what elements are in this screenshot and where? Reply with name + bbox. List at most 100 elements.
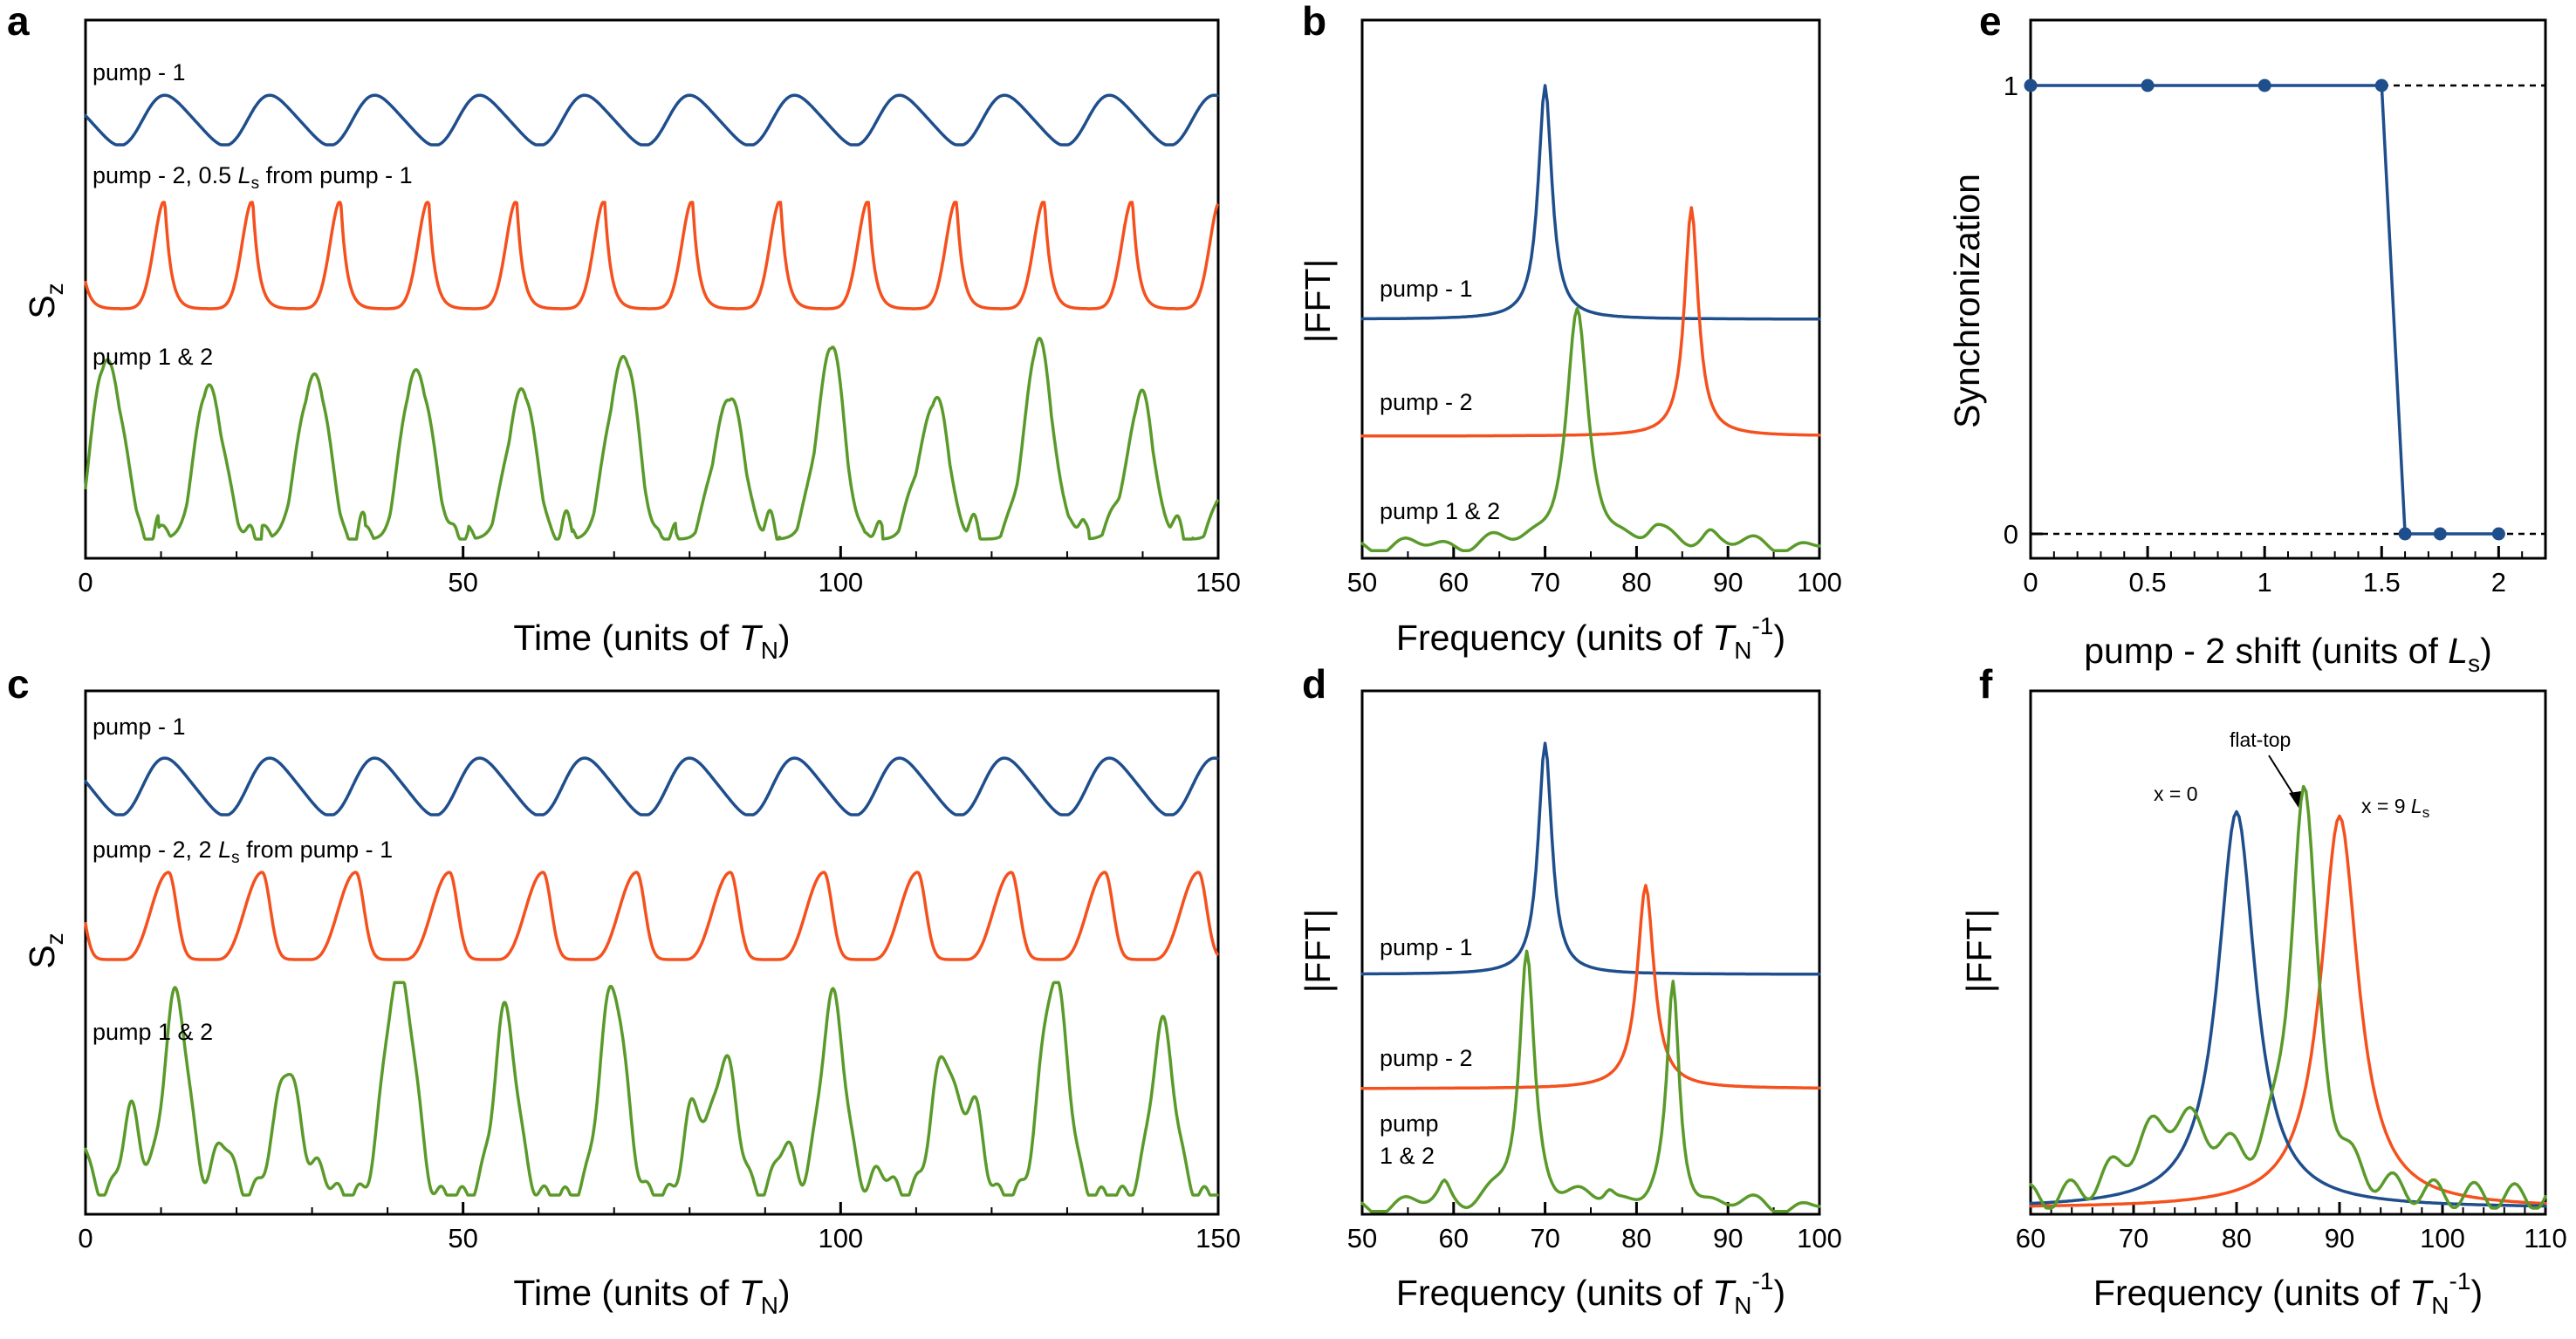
panel-e-xtick-label-1.5: 1.5 — [2363, 567, 2401, 598]
panel-e-point-6 — [2491, 527, 2505, 541]
panel-b-letter: b — [1302, 0, 1326, 44]
panel-e-ylabel: Synchronization — [1947, 174, 1987, 428]
panel-f-annot-x0: x = 0 — [2154, 782, 2198, 805]
panel-d-letter: d — [1302, 661, 1326, 707]
panel-d-ylabel: |FFT| — [1298, 909, 1338, 993]
panel-d-series-3 — [1360, 949, 1821, 1213]
panel-d-xtick-label-80: 80 — [1621, 1223, 1651, 1254]
panel-a-xtick-label-150: 150 — [1196, 567, 1241, 598]
panel-f-lines — [2029, 784, 2547, 1210]
panel-d-xtick-label-100: 100 — [1797, 1223, 1842, 1254]
panel-c-series-3 — [84, 980, 1219, 1197]
panel-f-arrow-head — [2289, 791, 2301, 808]
panel-e-xtick-label-2: 2 — [2491, 567, 2506, 598]
panel-c-series-1 — [84, 756, 1219, 816]
panel-d-xtick-label-90: 90 — [1713, 1223, 1743, 1254]
panel-e-point-3 — [2374, 79, 2388, 92]
panel-f-xlabel: Frequency (units of TN-1) — [2093, 1267, 2483, 1319]
panel-a-label-pump12: pump 1 & 2 — [92, 344, 213, 370]
panel-f-xtick-label-100: 100 — [2420, 1223, 2465, 1254]
panel-e-point-0 — [2024, 79, 2038, 92]
panel-d: d 50 60 70 80 90 100 pump - 1 pump - 2 pump 1… — [1298, 661, 1842, 1319]
panel-b-xticks: 50 60 70 80 90 100 — [1347, 546, 1842, 598]
panel-b-label-pump12: pump 1 & 2 — [1380, 498, 1500, 524]
panel-a-series-3 — [84, 337, 1219, 541]
panel-b-xtick-label-60: 60 — [1439, 567, 1469, 598]
panel-a-ylabel: Sz — [22, 283, 68, 318]
panel-d-lines — [1360, 741, 1821, 1213]
panel-f-xtick-label-80: 80 — [2222, 1223, 2251, 1254]
panel-c-xlabel: Time (units of TN) — [513, 1273, 790, 1319]
panel-c-xtick-label-50: 50 — [448, 1223, 477, 1254]
panel-f-frame — [2029, 689, 2547, 1216]
panel-d-xtick-label-50: 50 — [1347, 1223, 1377, 1254]
panel-e-ytick-label-1: 1 — [2004, 71, 2018, 101]
panel-a-label-pump1: pump - 1 — [92, 59, 186, 85]
panel-e-lines — [2024, 79, 2545, 541]
panel-c-letter: c — [7, 661, 30, 707]
panel-f-xticks: 60 70 80 90 100 110 — [2016, 1202, 2567, 1254]
panel-a-letter: a — [7, 0, 30, 44]
panel-b-xtick-label-100: 100 — [1797, 567, 1842, 598]
panel-a-label-pump2: pump - 2, 0.5 Ls from pump - 1 — [92, 162, 413, 193]
panel-f-ylabel: |FFT| — [1959, 909, 1999, 993]
panel-a-xtick-label-0: 0 — [78, 567, 92, 598]
panel-b-label-pump2: pump - 2 — [1380, 389, 1473, 415]
panel-e-xtick-label-0.5: 0.5 — [2129, 567, 2167, 598]
panel-c-series-2 — [84, 871, 1219, 961]
panel-b-xtick-label-50: 50 — [1347, 567, 1377, 598]
panel-f-series-red — [2029, 814, 2547, 1208]
panel-c-ylabel: Sz — [22, 933, 68, 968]
panel-a-xtick-label-50: 50 — [448, 567, 477, 598]
panel-e-point-5 — [2433, 527, 2447, 541]
panel-b-series-1 — [1360, 84, 1821, 321]
panel-d-label-pump12-line2: 1 & 2 — [1380, 1143, 1435, 1169]
panel-b-ylabel: |FFT| — [1298, 259, 1338, 343]
panel-d-xticks: 50 60 70 80 90 100 — [1347, 1202, 1842, 1254]
panel-e-point-4 — [2398, 527, 2412, 541]
panel-c-label-pump2: pump - 2, 2 Ls from pump - 1 — [92, 837, 393, 867]
panel-b-lines — [1360, 84, 1821, 552]
panel-b-xtick-label-80: 80 — [1621, 567, 1651, 598]
panel-b-xtick-label-70: 70 — [1530, 567, 1559, 598]
panel-c-xtick-label-150: 150 — [1196, 1223, 1241, 1254]
panel-e-ytick-label-0: 0 — [2004, 519, 2018, 550]
panel-a-xticks: 0 50 100 150 — [78, 546, 1241, 598]
panel-a-frame — [84, 18, 1220, 560]
panel-b-label-pump1: pump - 1 — [1380, 276, 1473, 302]
panel-f-annot-flattop: flat-top — [2230, 728, 2291, 751]
panel-a-xlabel: Time (units of TN) — [513, 618, 790, 664]
panel-d-xtick-label-70: 70 — [1530, 1223, 1559, 1254]
panel-d-series-2 — [1360, 884, 1821, 1090]
panel-a: a 0 50 100 150 pump - 1 pump - 2, 0.5 Ls fr… — [7, 0, 1241, 664]
panel-f-xtick-label-60: 60 — [2016, 1223, 2045, 1254]
panel-a-series-2 — [84, 201, 1219, 311]
panel-c-xticks: 0 50 100 150 — [78, 1202, 1241, 1254]
panel-b-xlabel: Frequency (units of TN-1) — [1396, 612, 1785, 664]
panel-c-xtick-label-0: 0 — [78, 1223, 92, 1254]
panel-d-xtick-label-60: 60 — [1439, 1223, 1469, 1254]
panel-a-series-1 — [84, 93, 1219, 147]
panel-c-lines — [84, 756, 1219, 1197]
panel-d-label-pump12-line1: pump — [1380, 1110, 1439, 1137]
panel-e-frame — [2029, 18, 2547, 560]
panel-f-letter: f — [1979, 661, 1993, 707]
panel-e-series — [2029, 84, 2501, 536]
panel-d-label-pump1: pump - 1 — [1380, 934, 1473, 960]
panel-e-xtick-label-1: 1 — [2257, 567, 2272, 598]
panel-a-lines — [84, 93, 1219, 541]
panel-f-xtick-label-90: 90 — [2325, 1223, 2354, 1254]
panel-e-letter: e — [1979, 0, 2002, 44]
panel-e-xtick-label-0: 0 — [2023, 567, 2038, 598]
panel-c-label-pump1: pump - 1 — [92, 714, 186, 740]
panel-d-series-1 — [1360, 741, 1821, 976]
panel-b-series-3 — [1360, 307, 1821, 552]
panel-c: c 0 50 100 150 pump - 1 pump - 2, 2 Ls from… — [7, 661, 1241, 1319]
panel-f-xtick-label-70: 70 — [2119, 1223, 2148, 1254]
panel-e-xlabel: pump - 2 shift (units of Ls) — [2084, 631, 2491, 677]
panel-f-series-green — [2029, 784, 2547, 1210]
panel-c-frame — [84, 689, 1220, 1216]
panel-d-label-pump2: pump - 2 — [1380, 1045, 1473, 1071]
panel-a-xtick-label-100: 100 — [818, 567, 863, 598]
panel-c-label-pump12: pump 1 & 2 — [92, 1019, 213, 1045]
